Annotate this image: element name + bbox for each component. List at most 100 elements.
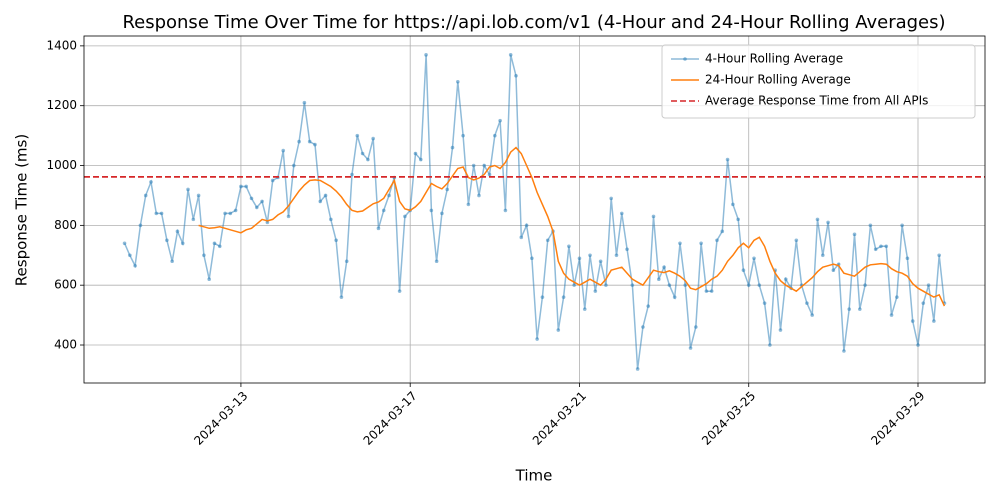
data-point (366, 157, 370, 162)
legend-marker (683, 57, 687, 61)
data-point (678, 241, 682, 246)
data-point (609, 196, 613, 201)
data-point (879, 244, 883, 249)
data-point (746, 283, 751, 287)
data-point (762, 301, 767, 305)
data-point (318, 199, 323, 204)
data-point (223, 211, 227, 216)
data-point (371, 136, 375, 141)
data-point (725, 157, 730, 162)
data-point (852, 232, 857, 237)
data-point (842, 349, 846, 353)
y-tick-label: 600 (54, 278, 77, 292)
data-point (212, 241, 217, 246)
data-point (704, 289, 709, 293)
data-point (921, 301, 926, 305)
data-point (360, 151, 365, 156)
data-point (641, 325, 645, 329)
data-point (905, 256, 910, 261)
data-point (805, 301, 809, 305)
data-point (128, 253, 132, 258)
data-point (456, 79, 460, 84)
data-point (519, 235, 524, 240)
data-point (191, 217, 196, 222)
data-point (768, 343, 772, 347)
data-point (577, 256, 582, 261)
data-point (614, 253, 619, 258)
data-point (672, 295, 677, 299)
data-point (884, 244, 889, 249)
data-point (196, 193, 201, 198)
data-point (239, 184, 243, 189)
legend-label: 24-Hour Rolling Average (705, 73, 851, 87)
data-point (424, 53, 428, 57)
data-point (493, 133, 497, 138)
data-point (900, 223, 904, 228)
legend-label: 4-Hour Rolling Average (705, 52, 843, 66)
data-point (752, 256, 756, 261)
data-point (297, 139, 301, 144)
data-point (503, 208, 508, 213)
x-tick-label: 2024-03-29 (868, 389, 927, 448)
data-point (186, 187, 190, 192)
data-point (397, 289, 402, 293)
x-tick-label: 2024-03-17 (361, 389, 420, 448)
data-point (498, 118, 502, 123)
data-point (916, 343, 920, 347)
legend: 4-Hour Rolling Average 24-Hour Rolling Av… (661, 44, 976, 119)
data-point (217, 244, 222, 249)
data-point (302, 100, 307, 105)
data-point (524, 223, 529, 228)
data-point (133, 263, 137, 268)
data-point (873, 247, 878, 252)
data-point (445, 187, 450, 192)
series-line (198, 146, 946, 307)
data-point (932, 319, 936, 323)
data-point (381, 208, 386, 213)
y-tick-label: 1400 (46, 38, 77, 52)
data-point (514, 73, 518, 78)
x-axis-label: Time (515, 467, 553, 485)
data-point (355, 133, 360, 138)
data-point (588, 253, 592, 258)
data-point (651, 214, 656, 219)
data-point (630, 283, 635, 287)
data-point (625, 247, 629, 252)
data-point (202, 253, 206, 258)
data-point (535, 337, 539, 341)
data-point (180, 241, 185, 246)
data-point (508, 53, 513, 57)
data-point (720, 229, 725, 234)
data-point (418, 157, 423, 162)
data-point (329, 217, 333, 222)
data-point (598, 259, 603, 264)
data-point (667, 283, 672, 287)
data-point (350, 172, 354, 177)
data-point (292, 163, 296, 168)
data-point (344, 259, 349, 264)
data-point (572, 283, 576, 287)
data-point (778, 328, 783, 332)
data-point (895, 295, 899, 299)
data-point (149, 180, 153, 184)
data-point (926, 283, 931, 287)
data-point (471, 163, 476, 168)
data-point (715, 238, 719, 243)
data-point (403, 214, 407, 219)
data-point (847, 307, 852, 311)
data-point (138, 223, 143, 228)
data-point (731, 202, 735, 207)
data-point (260, 199, 264, 204)
data-point (582, 307, 587, 311)
data-point (477, 193, 481, 198)
data-point (244, 184, 249, 189)
data-point (313, 142, 317, 147)
data-point (868, 223, 873, 228)
data-point (556, 328, 561, 332)
data-point (265, 220, 270, 225)
axes-frame (83, 35, 986, 384)
y-tick-label: 1000 (46, 158, 77, 172)
data-point (757, 283, 762, 287)
data-point (413, 151, 418, 156)
